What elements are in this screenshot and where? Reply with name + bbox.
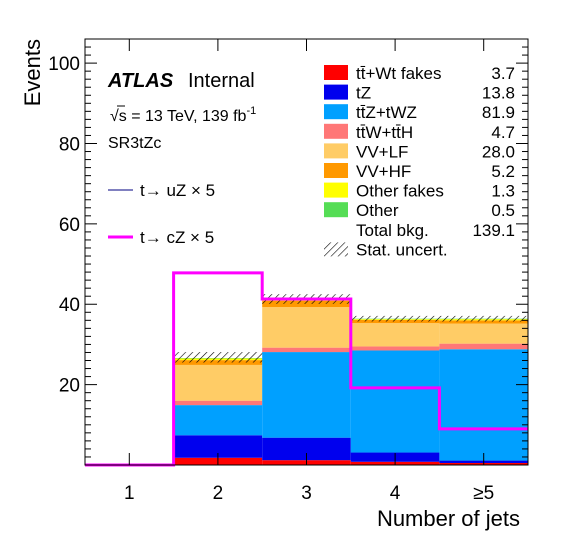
energy-superscript: -1 [246, 105, 256, 117]
bar-segment-3-bin-2 [262, 347, 351, 353]
legend-yield-5: 5.2 [491, 162, 515, 181]
legend-stat-uncert-label: Stat. uncert. [356, 240, 448, 259]
legend-label-7: Other [356, 201, 399, 220]
bar-segment-5-bin-4 [439, 320, 528, 324]
x-ticks: 1 2 3 4 ≥5 [124, 39, 494, 504]
bar-segment-3-bin-1 [173, 400, 263, 406]
legend-label-4: VV+LF [356, 142, 408, 161]
legend-swatch-7 [324, 202, 348, 218]
legend-yield-1: 13.8 [482, 84, 515, 103]
x-tick-label-0: 1 [124, 483, 135, 504]
x-tick-label-1: 2 [213, 483, 224, 504]
y-ticks: 20 40 60 80 100 [48, 46, 528, 458]
stacked-bars [173, 299, 528, 465]
legend-swatch-4 [324, 143, 348, 159]
bar-segment-4-bin-1 [173, 364, 263, 401]
legend-swatch-0 [324, 65, 348, 80]
bar-segment-1-bin-2 [262, 437, 351, 461]
x-tick-label-3: 4 [390, 483, 401, 504]
legend-signal-label-1: t→ cZ × 5 [140, 228, 214, 247]
bar-segment-2-bin-1 [173, 405, 263, 436]
y-tick-label-60: 60 [59, 215, 80, 236]
legend-yield-7: 0.5 [491, 201, 515, 220]
energy-label: √s = 13 TeV, 139 fb-1 [110, 105, 256, 125]
signal-line-1 [85, 271, 528, 467]
legend-label-3: tt̄W+tt̄H [356, 123, 413, 142]
atlas-status-label: Internal [188, 70, 255, 92]
x-tick-label-2: 3 [301, 483, 312, 504]
legend-signal-label-0: t→ uZ × 5 [140, 181, 215, 200]
bar-segment-4-bin-3 [350, 323, 440, 347]
legend-swatch-2 [324, 104, 348, 120]
legend-label-2: tt̄Z+tWZ [356, 103, 417, 122]
legend-total-label: Total bkg. [356, 221, 429, 240]
bar-segment-3-bin-4 [439, 343, 528, 350]
y-tick-label-40: 40 [59, 295, 80, 316]
y-tick-label-100: 100 [48, 54, 80, 75]
atlas-label: ATLAS [107, 70, 174, 92]
stat-uncert-band-bin-1 [173, 352, 263, 363]
bar-segment-3-bin-3 [350, 346, 440, 351]
bar-segment-2-bin-3 [350, 350, 440, 453]
bar-segment-1-bin-1 [173, 435, 263, 458]
legend-label-5: VV+HF [356, 162, 411, 181]
legend-swatch-6 [324, 182, 348, 198]
legend-label-6: Other fakes [356, 182, 444, 201]
legend-stat-uncert-swatch [324, 242, 348, 257]
stat-uncert-band-bin-4 [439, 315, 528, 322]
bar-segment-2-bin-2 [262, 352, 351, 438]
legend-label-1: tZ [356, 84, 371, 103]
legend-yield-2: 81.9 [482, 103, 515, 122]
x-axis-label: Number of jets [377, 506, 520, 531]
y-tick-label-20: 20 [59, 376, 80, 397]
y-tick-label-80: 80 [59, 134, 80, 155]
legend: tt̄+Wt fakes 3.7 tZ 13.8 tt̄Z+tWZ 81.9 tt̄W+tt… [108, 64, 515, 259]
legend-swatch-1 [324, 84, 348, 100]
legend-label-0: tt̄+Wt fakes [356, 64, 442, 83]
legend-yield-0: 3.7 [491, 64, 515, 83]
region-label: SR3tZc [108, 135, 161, 152]
legend-yield-6: 1.3 [491, 182, 515, 201]
legend-swatch-5 [324, 163, 348, 178]
legend-yield-3: 4.7 [491, 123, 515, 142]
bar-segment-4-bin-4 [439, 323, 528, 344]
bar-segment-2-bin-4 [439, 349, 528, 461]
energy-text: √s = 13 TeV, 139 fb [110, 108, 247, 125]
y-axis-label: Events [20, 39, 45, 106]
x-tick-label-4: ≥5 [473, 483, 494, 504]
legend-yield-4: 28.0 [482, 142, 515, 161]
stat-uncert-band-bin-3 [350, 315, 440, 322]
legend-total-yield: 139.1 [472, 221, 515, 240]
legend-swatch-3 [324, 123, 348, 139]
bar-segment-4-bin-2 [262, 307, 351, 348]
